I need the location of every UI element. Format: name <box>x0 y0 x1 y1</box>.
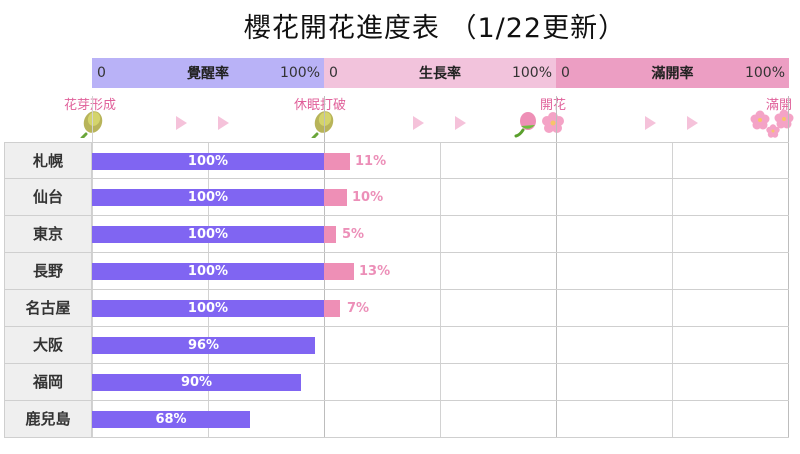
progress-arrow-icon <box>413 116 424 130</box>
growth-bar <box>324 153 350 170</box>
awakening-bar: 100% <box>92 189 324 206</box>
stage-label-bud-formation: 花芽形成 <box>64 98 117 113</box>
table-row: 東京 100% 5% <box>4 216 789 253</box>
band-name: 生長率 <box>419 66 461 82</box>
progress-table: 札幌 100% 11% 仙台 100% 10% 東京 100% 5% 長野 10… <box>4 142 789 438</box>
green-bud-icon <box>311 111 334 138</box>
growth-value: 10% <box>352 190 384 205</box>
city-label: 福岡 <box>4 364 92 400</box>
band-name: 覺醒率 <box>187 66 229 82</box>
table-row: 長野 100% 13% <box>4 253 789 290</box>
band-growth: 0 生長率 100% <box>324 58 556 88</box>
growth-bar <box>324 263 354 280</box>
pink-bud-icon <box>514 112 536 138</box>
growth-value: 11% <box>355 154 387 169</box>
city-label: 長野 <box>4 253 92 289</box>
progress-arrow-icon <box>176 116 187 130</box>
band-full-bloom: 0 滿開率 100% <box>556 58 789 88</box>
progress-arrow-icon <box>455 116 466 130</box>
cherry-blossom-icon <box>542 112 564 133</box>
progress-arrow-icon <box>687 116 698 130</box>
table-row: 大阪 96% <box>4 327 789 364</box>
chart-title: 櫻花開花進度表 （1/22更新） <box>0 6 800 45</box>
grid-line <box>672 142 673 438</box>
grid-line <box>208 142 209 438</box>
progress-arrow-icon <box>645 116 656 130</box>
awakening-bar: 100% <box>92 153 324 170</box>
band-start-label: 0 <box>97 65 106 81</box>
city-label: 鹿兒島 <box>4 401 92 437</box>
cherry-blossom-cluster-icon <box>750 109 794 138</box>
stage-label-full-bloom: 滿開 <box>766 98 793 113</box>
stage-label-blooming: 開花 <box>540 98 567 113</box>
awakening-bar: 100% <box>92 300 324 317</box>
city-label: 東京 <box>4 216 92 252</box>
city-label: 大阪 <box>4 327 92 363</box>
band-start-label: 0 <box>329 65 338 81</box>
green-bud-icon <box>80 111 103 138</box>
awakening-bar: 96% <box>92 337 315 354</box>
band-end-label: 100% <box>511 65 552 81</box>
table-row: 福岡 90% <box>4 364 789 401</box>
grid-line <box>440 142 441 438</box>
growth-bar <box>324 226 336 243</box>
progress-arrow-icon <box>218 116 229 130</box>
band-name: 滿開率 <box>651 66 694 82</box>
growth-value: 13% <box>359 264 391 279</box>
table-row: 札幌 100% 11% <box>4 142 789 179</box>
growth-value: 5% <box>342 227 365 242</box>
city-label: 仙台 <box>4 179 92 215</box>
table-row: 仙台 100% 10% <box>4 179 789 216</box>
growth-bar <box>324 300 340 317</box>
city-label: 名古屋 <box>4 290 92 326</box>
table-row: 名古屋 100% 7% <box>4 290 789 327</box>
band-end-label: 100% <box>279 65 320 81</box>
city-label: 札幌 <box>4 143 92 178</box>
title-update-date: （1/22更新） <box>449 13 627 44</box>
band-start-label: 0 <box>561 65 570 81</box>
grid-line <box>556 96 557 438</box>
awakening-bar: 100% <box>92 226 324 243</box>
title-main: 櫻花開花進度表 <box>243 13 440 44</box>
grid-line <box>788 96 789 438</box>
table-row: 鹿兒島 68% <box>4 401 789 438</box>
awakening-bar: 68% <box>92 411 250 428</box>
stage-label-dormancy-break: 休眠打破 <box>294 98 347 113</box>
awakening-bar: 90% <box>92 374 301 391</box>
growth-bar <box>324 189 347 206</box>
awakening-bar: 100% <box>92 263 324 280</box>
growth-value: 7% <box>347 301 370 316</box>
band-end-label: 100% <box>744 65 785 81</box>
band-awakening: 0 覺醒率 100% <box>92 58 324 88</box>
